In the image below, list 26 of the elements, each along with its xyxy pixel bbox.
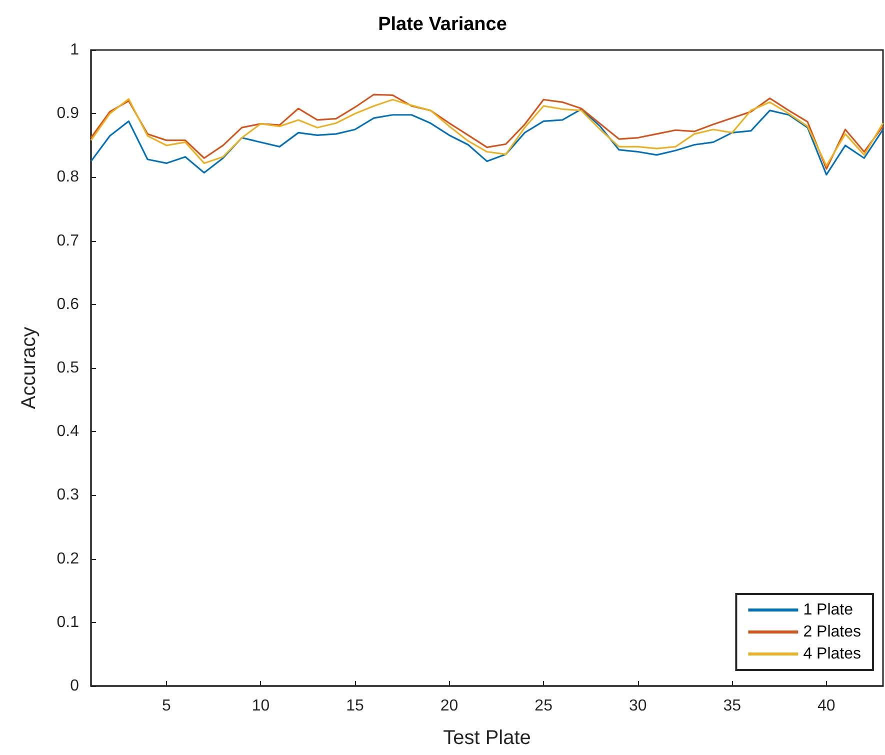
x-tick-label: 20 <box>440 698 458 714</box>
y-tick-label: 0.3 <box>56 486 80 504</box>
legend-label: 4 Plates <box>803 646 861 662</box>
legend-label: 1 Plate <box>803 602 854 618</box>
y-tick-label: 0.1 <box>56 614 80 631</box>
x-tick-label: 10 <box>252 698 270 714</box>
y-tick-label: 0.2 <box>56 550 80 568</box>
x-tick-label: 35 <box>723 698 742 714</box>
x-tick-label: 25 <box>534 698 553 714</box>
y-tick-label: 0.5 <box>56 360 80 376</box>
x-tick-label: 30 <box>628 698 647 714</box>
x-tick-label: 40 <box>818 698 836 714</box>
y-tick-label: 0.6 <box>56 296 80 313</box>
chart-title: Plate Variance <box>378 14 507 35</box>
y-tick-label: 0 <box>70 678 80 694</box>
x-tick-label: 5 <box>162 698 171 714</box>
line-series <box>90 108 884 176</box>
y-tick-label: 0.4 <box>56 423 80 440</box>
y-tick-label: 1 <box>70 42 80 58</box>
y-tick-label: 0.9 <box>56 105 80 122</box>
y-axis-title: Accuracy <box>18 326 40 410</box>
y-tick-label: 0.8 <box>56 168 80 186</box>
y-tick-label: 0.7 <box>56 232 80 250</box>
x-tick-label: 15 <box>346 698 364 714</box>
x-axis-title: Test Plate <box>443 727 531 749</box>
legend-label: 2 Plates <box>803 624 861 640</box>
